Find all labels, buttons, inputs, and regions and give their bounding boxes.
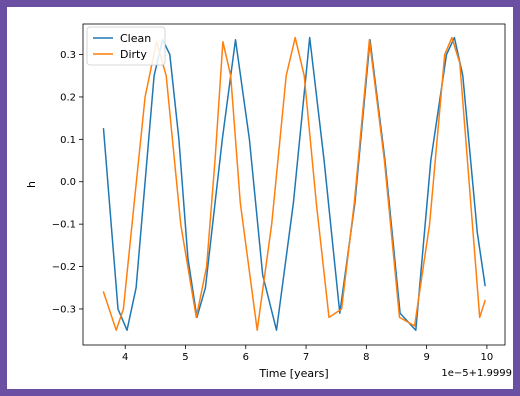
x-offset-label: 1e−5+1.9999 <box>441 368 512 379</box>
legend-box <box>86 26 166 66</box>
y-tick-label: 0.1 <box>60 135 76 146</box>
legend: Clean Dirty <box>86 26 166 66</box>
x-tick-label: 10 <box>481 352 494 363</box>
y-axis-label: h <box>25 181 38 188</box>
y-tick-label: −0.2 <box>52 262 76 273</box>
y-tick-label: 0.3 <box>60 50 76 61</box>
plot-area <box>82 23 506 346</box>
y-tick-label: −0.1 <box>52 220 76 231</box>
x-tick-label: 5 <box>182 352 188 363</box>
x-tick-label: 7 <box>303 352 309 363</box>
x-axis-label: Time [years] <box>258 367 328 380</box>
x-tick-label: 8 <box>363 352 369 363</box>
y-tick-label: 0.2 <box>60 92 76 103</box>
x-tick-label: 9 <box>423 352 429 363</box>
y-tick-label: 0.0 <box>60 177 76 188</box>
plot-border <box>82 23 506 346</box>
ticks-layer: 4 5 6 7 8 9 10 −0.3 −0.2 −0.1 0.0 0.1 0.2 0.3 <box>52 50 494 363</box>
x-tick-label: 6 <box>243 352 249 363</box>
legend-label-clean: Clean <box>120 32 151 45</box>
x-tick-label: 4 <box>122 352 128 363</box>
y-tick-label: −0.3 <box>52 304 76 315</box>
legend-label-dirty: Dirty <box>120 48 147 61</box>
